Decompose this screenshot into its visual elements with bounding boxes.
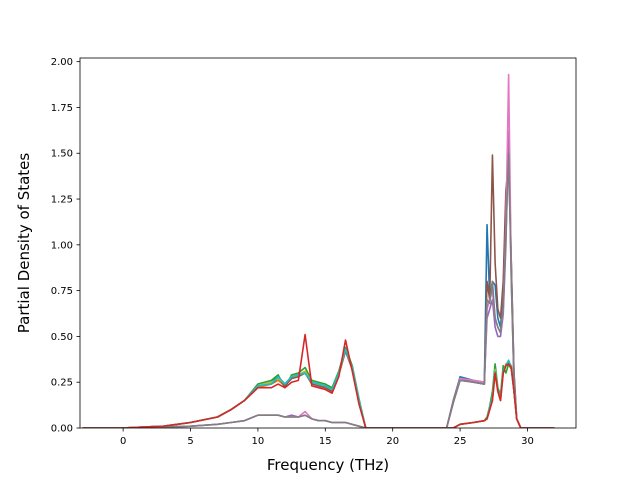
series-line-7 — [82, 152, 555, 428]
x-axis-ticks: 0 5 10 15 20 25 30 — [120, 428, 534, 447]
x-axis-label: Frequency (THz) — [267, 456, 389, 474]
x-tick-label: 20 — [386, 436, 399, 447]
y-axis-ticks: 0.00 0.25 0.50 0.75 1.00 1.25 1.50 1.75 2.00 — [51, 57, 80, 435]
y-tick-label: 1.75 — [51, 103, 73, 114]
x-tick-label: 15 — [319, 436, 332, 447]
x-tick-label: 30 — [521, 436, 534, 447]
series-line-10 — [82, 333, 555, 428]
x-tick-label: 5 — [187, 436, 193, 447]
y-tick-label: 0.25 — [51, 378, 73, 389]
x-tick-label: 10 — [252, 436, 265, 447]
y-axis-label: Partial Density of States — [15, 153, 33, 334]
y-tick-label: 2.00 — [51, 57, 73, 68]
y-tick-label: 1.00 — [51, 240, 73, 251]
y-tick-label: 1.25 — [51, 195, 73, 206]
x-tick-label: 25 — [454, 436, 467, 447]
x-tick-label: 0 — [120, 436, 126, 447]
series-lines — [82, 73, 555, 428]
y-tick-label: 0.50 — [51, 332, 73, 343]
y-tick-label: 0.00 — [51, 424, 73, 435]
y-tick-label: 1.50 — [51, 149, 73, 160]
y-tick-label: 0.75 — [51, 286, 73, 297]
plot-frame — [79, 57, 577, 429]
